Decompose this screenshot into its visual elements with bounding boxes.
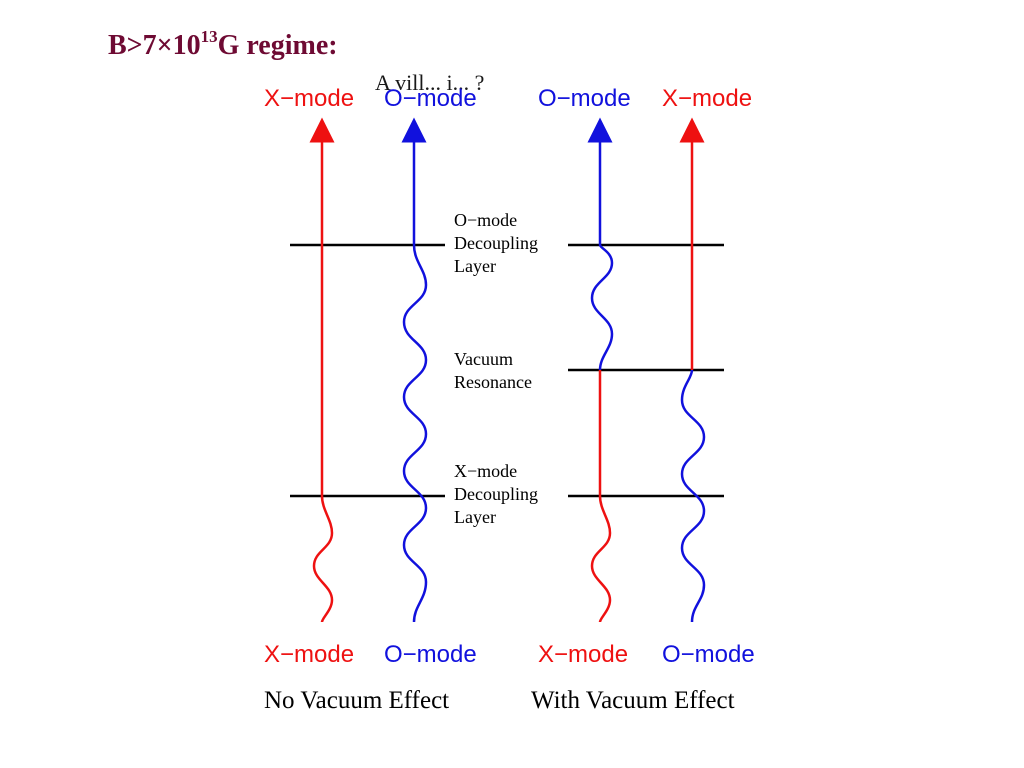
caption-no-vacuum-effect: No Vacuum Effect	[264, 687, 449, 714]
title-exponent: 13	[200, 27, 218, 46]
layer-line: Decoupling	[454, 233, 538, 253]
bottom-label-right-o-mode: O−mode	[662, 641, 755, 668]
right-converted-o-wave	[590, 244, 614, 371]
left-o-mode-wave	[402, 244, 428, 623]
layer-line: O−mode	[454, 210, 517, 230]
layer-line: Vacuum	[454, 349, 513, 369]
title-suffix: G regime:	[217, 30, 338, 61]
layer-label-o-decoupling: O−mode Decoupling Layer	[454, 210, 542, 276]
slide-title: B>7×1013G regime:	[108, 27, 338, 62]
obscured-text: A vill... i... ?	[375, 70, 484, 95]
top-label-right-o-mode: O−mode	[538, 85, 631, 112]
top-label-left-x-mode: X−mode	[264, 85, 354, 112]
layer-line: Layer	[454, 256, 496, 276]
caption-with-vacuum-effect: With Vacuum Effect	[531, 687, 735, 714]
bottom-label-right-x-mode: X−mode	[538, 641, 628, 668]
bottom-label-left-x-mode: X−mode	[264, 641, 354, 668]
layer-label-x-decoupling: X−mode Decoupling Layer	[454, 461, 542, 527]
layer-line: Layer	[454, 507, 496, 527]
top-label-right-x-mode: X−mode	[662, 85, 752, 112]
layer-line: Decoupling	[454, 484, 538, 504]
left-x-mode-wave	[312, 495, 334, 623]
right-x-mode-wave	[590, 495, 612, 623]
right-o-mode-wave	[680, 369, 706, 623]
top-label-left-o-mode: O−mode	[384, 85, 477, 112]
layer-line: Resonance	[454, 372, 532, 392]
bottom-label-left-o-mode: O−mode	[384, 641, 477, 668]
layer-line: X−mode	[454, 461, 517, 481]
title-prefix: B>7×10	[108, 30, 201, 61]
layer-label-vacuum-resonance: Vacuum Resonance	[454, 349, 532, 392]
